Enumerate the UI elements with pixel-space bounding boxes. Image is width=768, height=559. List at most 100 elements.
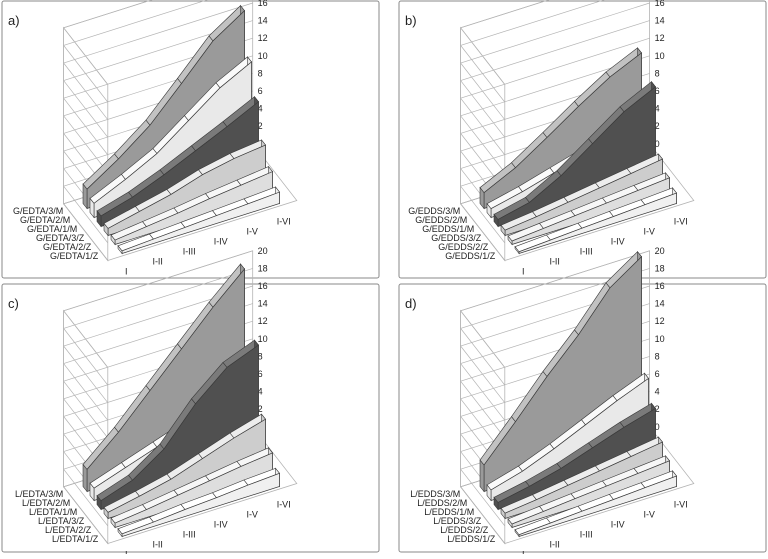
z-tick-label: 0 xyxy=(655,422,660,432)
gridline xyxy=(63,250,253,368)
series-ribbon-2 xyxy=(507,171,670,246)
z-tick-label: 20 xyxy=(655,246,665,256)
series-label: L/EDTA/3/Z xyxy=(38,516,85,526)
category-label: I xyxy=(125,266,128,276)
category-labels: I I-II I-III I-IV I-V I-VI xyxy=(522,216,688,276)
z-tick-label: 8 xyxy=(655,351,660,361)
ribbon-start-cap xyxy=(486,484,492,502)
series-label: G/EDDS/1/Z xyxy=(445,251,496,261)
ribbon-front-face xyxy=(121,191,280,254)
series-label: G/EDDS/3/Z xyxy=(431,233,482,243)
z-tick-label: 6 xyxy=(655,369,660,379)
gridline xyxy=(460,250,650,368)
ribbon-front-face xyxy=(114,171,273,245)
ribbon-start-cap xyxy=(82,183,88,210)
ribbon-start-cap xyxy=(89,197,95,219)
chart-panel-3: 02468101214161820L/EDTA/1/ZL/EDTA/2/ZL/E… xyxy=(1,246,380,559)
gridline xyxy=(460,20,650,138)
z-tick-label: 16 xyxy=(655,281,665,291)
series-label: G/EDDS/1/M xyxy=(422,224,474,234)
ribbon-start-cap xyxy=(103,222,109,237)
series-label: L/EDDS/3/Z xyxy=(433,516,482,526)
category-label: I-III xyxy=(183,529,196,539)
z-tick-label: 16 xyxy=(258,0,268,8)
z-tick-label: 16 xyxy=(655,0,665,8)
ribbon-start-cap xyxy=(82,463,88,493)
ribbon-start-cap xyxy=(493,496,499,511)
series-label: L/EDTA/1/Z xyxy=(52,534,99,544)
ribbon-start-cap xyxy=(479,459,485,493)
category-label: I-V xyxy=(246,226,258,236)
gridline xyxy=(460,55,650,173)
series-label: L/EDDS/1/Z xyxy=(447,534,496,544)
z-tick-label: 6 xyxy=(655,86,660,96)
gridline xyxy=(460,2,650,120)
ribbon-front-face xyxy=(518,192,677,254)
gridline xyxy=(63,0,208,103)
ribbon-start-cap xyxy=(110,517,116,529)
series-ribbons xyxy=(479,47,677,255)
z-tick-label: 12 xyxy=(655,33,665,43)
gridline xyxy=(460,37,650,156)
ribbon-front-face xyxy=(121,472,280,537)
z-tick-label: 4 xyxy=(258,387,263,397)
z-tick-label: 2 xyxy=(258,404,263,414)
ribbon-start-cap xyxy=(103,506,109,520)
series-ribbons xyxy=(82,4,280,255)
ribbon-start-cap xyxy=(110,234,116,246)
gridline xyxy=(460,0,605,103)
category-label: I xyxy=(522,266,525,276)
ribbon-start-cap xyxy=(493,213,499,228)
gridline xyxy=(460,0,550,85)
z-tick-label: 6 xyxy=(258,369,263,379)
gridline xyxy=(63,2,253,120)
z-tick-label: 14 xyxy=(655,299,665,309)
z-tick-label: 10 xyxy=(258,51,268,61)
series-labels: L/EDTA/1/ZL/EDTA/2/ZL/EDTA/3/ZL/EDTA/1/M… xyxy=(15,489,99,544)
category-label: I-III xyxy=(183,246,196,256)
z-tick-label: 10 xyxy=(655,51,665,61)
z-tick-label: 8 xyxy=(258,68,263,78)
ribbon-start-cap xyxy=(500,507,506,520)
gridline xyxy=(460,268,650,386)
series-labels: G/EDDS/1/ZG/EDDS/2/ZG/EDDS/3/ZG/EDDS/1/M… xyxy=(408,206,496,261)
category-labels: I I-II I-III I-IV I-V I-VI xyxy=(125,216,291,276)
category-label: I xyxy=(522,549,525,554)
category-label: I-V xyxy=(643,509,655,519)
z-tick-label: 12 xyxy=(258,316,268,326)
series-ribbon-1 xyxy=(514,470,677,538)
series-ribbons xyxy=(82,263,280,538)
series-labels: L/EDDS/1/ZL/EDDS/2/ZL/EDDS/3/ZL/EDDS/1/M… xyxy=(410,489,496,544)
gridline xyxy=(63,37,253,156)
z-tick-label: 16 xyxy=(258,281,268,291)
z-tick-label: 10 xyxy=(655,334,665,344)
gridline xyxy=(63,303,253,421)
ribbon-start-cap xyxy=(514,245,520,255)
series-label: G/EDTA/3/Z xyxy=(36,233,85,243)
series-label: L/EDTA/2/M xyxy=(22,498,70,508)
series-label: L/EDDS/2/M xyxy=(417,498,467,508)
category-label: I-III xyxy=(580,529,593,539)
ribbon-start-cap xyxy=(507,518,513,529)
z-tick-label: 2 xyxy=(655,404,660,414)
z-tick-label: 20 xyxy=(258,246,268,256)
z-tick-label: 2 xyxy=(655,121,660,131)
category-label: I-V xyxy=(246,509,258,519)
category-label: I-VI xyxy=(674,499,688,509)
series-label: G/EDTA/2/M xyxy=(20,215,70,225)
series-ribbon-4 xyxy=(493,80,656,228)
z-tick-label: 18 xyxy=(258,263,268,273)
z-tick-label: 4 xyxy=(655,104,660,114)
category-label: I-VI xyxy=(674,216,688,226)
ribbon-start-cap xyxy=(507,235,513,246)
gridline xyxy=(460,285,650,403)
series-ribbon-3 xyxy=(500,153,663,237)
panel-label: b) xyxy=(405,13,417,28)
category-label: I-IV xyxy=(214,236,228,246)
category-label: I xyxy=(125,549,128,554)
z-tick-label: 2 xyxy=(258,121,263,131)
category-label: I-VI xyxy=(277,216,291,226)
series-label: L/EDDS/2/Z xyxy=(440,525,489,535)
